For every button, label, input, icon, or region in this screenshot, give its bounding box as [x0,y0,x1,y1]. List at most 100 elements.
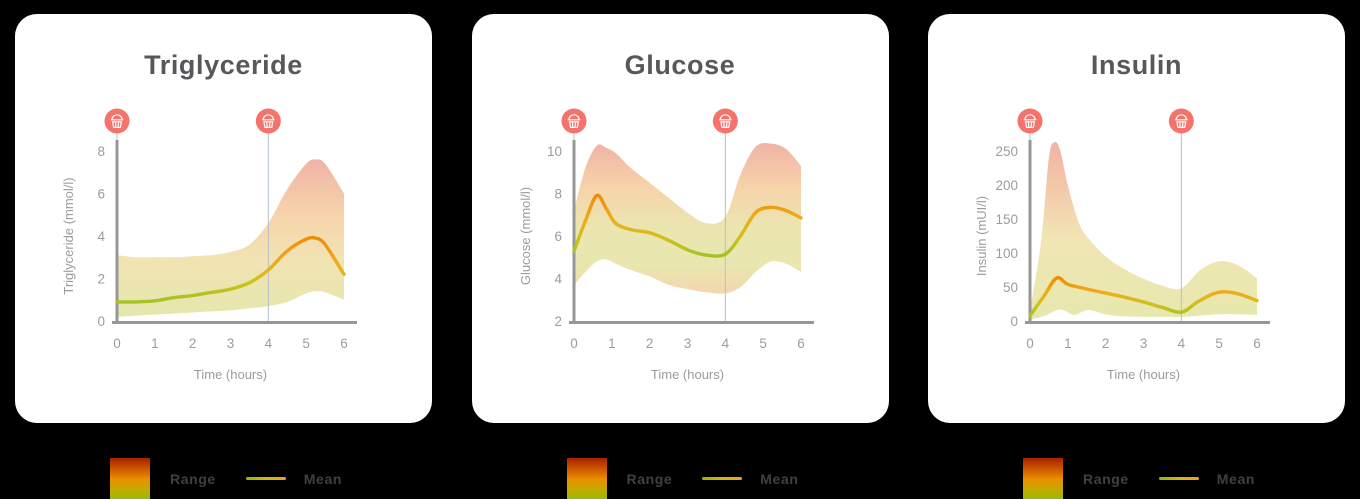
svg-text:4: 4 [1178,336,1186,351]
meal-cupcake-icon [718,114,732,128]
range-band [1030,141,1257,320]
legend: Range Mean [15,458,432,499]
svg-text:4: 4 [554,272,562,287]
axes [568,140,814,324]
svg-text:2: 2 [189,336,197,351]
range-legend-label: Range [626,470,673,487]
meal-marker-circle [561,108,586,134]
svg-text:4: 4 [721,336,729,351]
y-tick-labels: 0 50 100 150 200 250 [995,144,1018,329]
glucose-chart-canvas: 2 4 6 8 10 0 1 2 3 4 5 6 Glucose (mmol/l) Time (hours… [518,108,814,382]
meal-marker-circle [1168,108,1194,134]
svg-text:4: 4 [265,336,273,351]
range-gradient-swatch [566,458,607,499]
svg-text:1: 1 [151,336,159,351]
legend: Range Mean [472,458,889,499]
svg-text:10: 10 [546,144,561,159]
svg-text:6: 6 [97,187,105,202]
svg-text:50: 50 [1003,280,1018,295]
meal-marker-circle [712,108,738,134]
triglyceride-column: Triglyceride 0 2 4 6 8 0 1 2 3 4 5 6 Triglyceride (m… [15,14,432,499]
svg-text:1: 1 [1064,336,1072,351]
legend: Range Mean [928,458,1345,499]
mean-line [115,235,346,304]
mean-line-sample [245,477,286,480]
mean-line [571,193,803,258]
y-axis-label: Glucose (mmol/l) [518,187,533,285]
meal-markers [561,108,738,134]
meal-marker-circle [104,108,130,134]
svg-text:200: 200 [995,178,1018,193]
axes [1025,140,1270,324]
meal-marker-circle [1017,108,1043,134]
chart-title: Insulin [1090,50,1183,80]
insulin-column: Insulin 0 50 100 150 200 250 0 1 2 3 4 5 6 Insulin (m… [928,14,1345,499]
svg-text:150: 150 [995,212,1018,227]
svg-text:100: 100 [995,246,1018,261]
svg-text:250: 250 [995,144,1018,159]
chart-title: Triglyceride [144,50,303,80]
range-gradient-swatch [1023,458,1063,499]
triglyceride-chart-canvas: 0 2 4 6 8 0 1 2 3 4 5 6 Triglyceride (mmol/l) Time (h… [61,108,357,382]
range-band [117,159,344,317]
range-gradient-swatch [110,458,150,499]
mean-legend-label: Mean [1216,470,1255,487]
svg-text:3: 3 [683,336,691,351]
meal-markers [1017,108,1194,134]
meal-cupcake-icon [1023,114,1037,128]
meal-cupcake-icon [567,114,580,128]
x-tick-labels: 0 1 2 3 4 5 6 [113,336,348,351]
x-tick-labels: 0 1 2 3 4 5 6 [570,336,805,351]
svg-text:2: 2 [1102,336,1110,351]
svg-text:1: 1 [608,336,616,351]
mean-legend-label: Mean [303,470,342,487]
range-legend-label: Range [170,470,216,487]
svg-text:0: 0 [570,336,578,351]
x-axis-label: Time (hours) [650,367,723,382]
y-tick-labels: 0 2 4 6 8 [97,144,105,329]
svg-text:8: 8 [554,187,562,202]
svg-text:3: 3 [1140,336,1148,351]
glucose-card: Glucose 2 4 6 8 10 0 1 2 3 4 5 6 Glucose (mmol/l) Tim… [471,14,889,423]
glucose-column: Glucose 2 4 6 8 10 0 1 2 3 4 5 6 Glucose (mmol/l) Tim… [471,14,889,499]
svg-text:2: 2 [554,314,562,329]
meal-cupcake-icon [261,114,275,128]
svg-text:2: 2 [97,272,105,287]
mean-legend-label: Mean [760,470,799,487]
x-axis-label: Time (hours) [1107,367,1180,382]
svg-text:0: 0 [97,314,105,329]
chart-title: Glucose [624,50,736,80]
x-axis-label: Time (hours) [194,367,267,382]
svg-text:6: 6 [797,336,805,351]
svg-text:0: 0 [113,336,121,351]
meal-cupcake-icon [1174,114,1188,128]
y-tick-labels: 2 4 6 8 10 [546,144,562,329]
svg-text:3: 3 [227,336,235,351]
mean-line [1028,276,1259,318]
svg-text:0: 0 [1010,314,1018,329]
svg-text:5: 5 [759,336,767,351]
axes [112,140,357,324]
triglyceride-card: Triglyceride 0 2 4 6 8 0 1 2 3 4 5 6 Triglyceride (m… [15,14,432,423]
meal-cupcake-icon [110,114,124,128]
meal-marker-circle [255,108,281,134]
svg-text:6: 6 [1253,336,1261,351]
svg-text:5: 5 [1215,336,1223,351]
insulin-chart-canvas: 0 50 100 150 200 250 0 1 2 3 4 5 6 Insulin (mUI/l) Tim… [974,108,1270,382]
x-tick-labels: 0 1 2 3 4 5 6 [1026,336,1261,351]
y-axis-label: Insulin (mUI/l) [974,196,989,276]
svg-text:6: 6 [340,336,348,351]
svg-text:8: 8 [97,144,105,159]
mean-line-sample [1158,477,1199,480]
range-legend-label: Range [1083,470,1129,487]
mean-line-sample [702,477,743,480]
svg-text:4: 4 [97,229,105,244]
insulin-card: Insulin 0 50 100 150 200 250 0 1 2 3 4 5 6 Insulin (m… [928,14,1345,423]
meal-markers [104,108,281,134]
y-axis-label: Triglyceride (mmol/l) [61,177,76,294]
svg-text:5: 5 [302,336,310,351]
range-band [573,143,801,294]
svg-text:0: 0 [1026,336,1034,351]
svg-text:6: 6 [554,229,562,244]
